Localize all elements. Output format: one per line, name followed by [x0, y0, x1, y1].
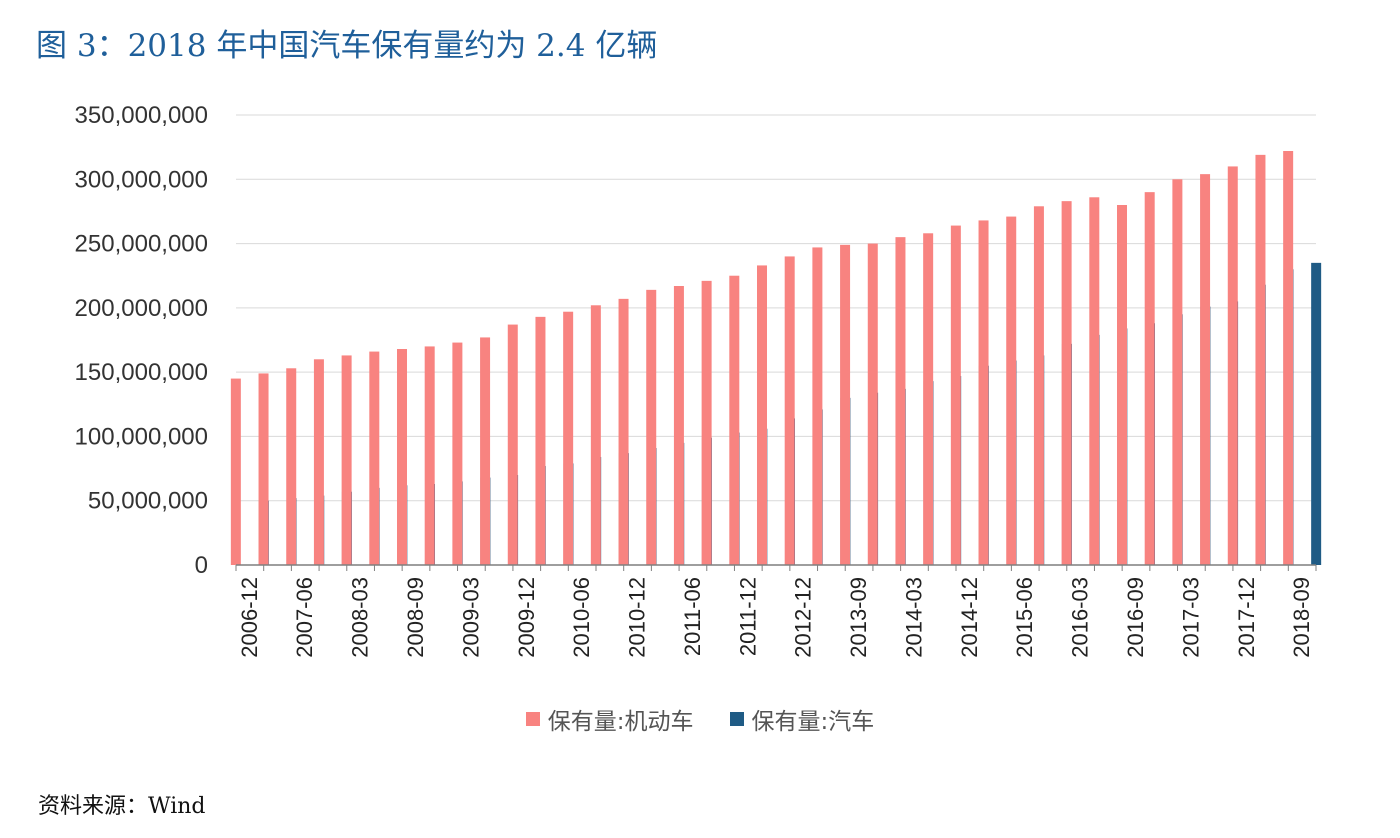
bar-motor-2010-03 — [535, 316, 546, 565]
bar-motor-2008-09 — [397, 349, 407, 565]
bar-motor-2016-09 — [1117, 205, 1127, 565]
bar-motor-2011-09 — [701, 280, 712, 565]
bar-motor-2015-06 — [1006, 216, 1017, 566]
bar-motor-2010-06 — [563, 311, 574, 565]
bars — [230, 151, 1322, 566]
y-tick-label: 0 — [195, 552, 208, 579]
bar-car-2018-09 — [1311, 262, 1322, 565]
y-tick-label: 50,000,000 — [88, 488, 208, 515]
grid-lines — [236, 114, 1316, 502]
bar-motor-2014-06 — [923, 233, 934, 566]
bar-motor-2011-06 — [673, 286, 684, 565]
legend-item-car: 保有量:汽车 — [729, 702, 875, 736]
bar-motor-2007-03 — [258, 373, 269, 565]
y-tick-label: 250,000,000 — [75, 231, 208, 258]
bar-motor-2013-06 — [812, 247, 823, 565]
x-tick-label: 2011-12 — [735, 577, 760, 656]
legend-swatch-car — [729, 712, 744, 726]
source-note: 资料来源：Wind — [38, 794, 206, 819]
x-tick-label: 2009-12 — [514, 577, 539, 658]
x-tick-label: 2016-03 — [1068, 577, 1093, 658]
y-tick-label: 300,000,000 — [75, 166, 208, 193]
x-tick-label: 2008-03 — [348, 577, 373, 658]
legend-label-motor: 保有量:机动车 — [547, 709, 694, 735]
bar-motor-2012-12 — [784, 256, 795, 565]
bar-motor-2006-12 — [230, 378, 241, 565]
bar-motor-2015-09 — [1033, 206, 1044, 566]
x-tick-label: 2009-03 — [458, 577, 483, 658]
x-tick-label: 2018-09 — [1289, 577, 1314, 658]
bar-motor-2015-03 — [978, 220, 989, 565]
bar-motor-2010-12 — [618, 298, 629, 565]
x-tick-label: 2014-12 — [957, 577, 982, 658]
x-tick-label: 2006-12 — [237, 577, 262, 658]
y-axis-tick-labels: 0 50,000,000 100,000,000 150,000,000 200,000… — [75, 102, 208, 579]
bar-motor-2009-06 — [480, 337, 491, 565]
x-tick-label: 2014-03 — [901, 577, 926, 658]
bar-motor-2007-09 — [313, 359, 324, 565]
bar-motor-2014-12 — [950, 225, 961, 566]
legend: 保有量:机动车 保有量:汽车 — [0, 702, 1400, 736]
bar-motor-2014-03 — [895, 237, 906, 565]
bar-motor-2009-12 — [507, 324, 518, 565]
x-axis — [235, 564, 1317, 571]
legend-item-motor: 保有量:机动车 — [525, 702, 694, 736]
bar-motor-2018-06 — [1255, 154, 1266, 565]
x-tick-label: 2011-06 — [680, 577, 705, 656]
bar-motor-2008-12 — [424, 346, 435, 565]
bar-motor-2009-03 — [452, 342, 463, 565]
bar-motor-2011-03 — [646, 289, 657, 565]
bar-motor-2010-09 — [590, 305, 601, 565]
bar-motor-2018-09 — [1283, 151, 1294, 565]
y-tick-label: 350,000,000 — [75, 102, 208, 129]
x-tick-label: 2010-06 — [569, 577, 594, 658]
bar-motor-2012-06 — [757, 265, 767, 565]
x-tick-label: 2012-12 — [791, 577, 816, 658]
y-tick-label: 150,000,000 — [75, 359, 208, 386]
bar-motor-2013-12 — [867, 243, 878, 566]
bar-motor-2013-09 — [840, 244, 851, 565]
bar-motor-2008-03 — [341, 355, 352, 565]
bar-motor-2017-12 — [1227, 166, 1238, 565]
x-axis-tick-labels: 2006-12 2007-06 2008-03 2008-09 2009-03 2009-… — [237, 577, 1314, 658]
x-tick-label: 2017-12 — [1234, 577, 1259, 658]
bar-motor-2016-06 — [1089, 197, 1100, 566]
x-tick-label: 2007-06 — [292, 577, 317, 658]
bar-motor-2007-06 — [286, 368, 297, 565]
bar-motor-2017-06 — [1200, 174, 1211, 565]
bar-motor-2016-12 — [1144, 192, 1155, 565]
bar-motor-2011-12 — [729, 275, 740, 565]
bar-motor-2016-03 — [1061, 201, 1072, 565]
x-tick-label: 2010-12 — [625, 577, 650, 658]
x-tick-label: 2016-09 — [1123, 577, 1148, 658]
x-tick-label: 2015-06 — [1012, 577, 1037, 658]
legend-label-car: 保有量:汽车 — [751, 709, 875, 735]
y-tick-label: 200,000,000 — [75, 295, 208, 322]
x-tick-label: 2013-09 — [846, 577, 871, 658]
y-tick-label: 100,000,000 — [75, 423, 208, 450]
x-tick-label: 2008-09 — [403, 577, 428, 658]
bar-motor-2017-03 — [1172, 179, 1183, 566]
bar-motor-2008-06 — [369, 351, 380, 565]
legend-swatch-motor — [525, 712, 540, 726]
figure-title: 图 3：2018 年中国汽车保有量约为 2.4 亿辆 — [36, 28, 658, 64]
x-tick-label: 2017-03 — [1178, 577, 1203, 658]
